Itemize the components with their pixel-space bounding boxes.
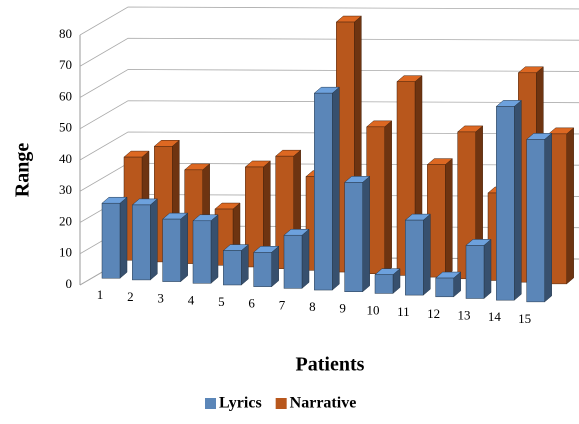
x-tick-label: 11 [397,304,410,319]
x-tick-label: 2 [127,289,134,304]
bar-side [566,127,574,285]
bar-side [150,198,158,281]
bar-side [271,245,279,288]
legend-label: Lyrics [219,395,262,412]
bar [344,182,363,292]
bar-side [301,228,310,289]
bar-side [119,196,128,279]
bar [283,234,303,289]
y-tick-label: 60 [59,88,72,103]
bar-side [483,238,492,300]
x-tick-label: 3 [157,291,164,306]
y-tick-label: 10 [59,245,72,260]
legend-label: Narrative [290,395,357,412]
y-tick-label: 80 [59,26,72,41]
bar [192,220,212,284]
legend: Lyrics Narrative [205,395,356,412]
bar [101,202,121,279]
bar-side [423,213,431,296]
legend-swatch [205,398,216,409]
x-tick-label: 9 [339,301,346,316]
bar-side [241,244,249,286]
grid-line [79,100,579,130]
x-tick-label: 1 [97,287,104,302]
legend-swatch [275,398,287,409]
bar [314,92,333,291]
x-tick-label: 13 [458,307,471,322]
x-axis-label: Patients [296,354,365,376]
bar [253,252,272,287]
grid-line [79,37,579,67]
bar [496,106,515,301]
bar [435,277,454,298]
grid-line [79,131,579,161]
y-tick-label: 0 [66,276,73,291]
y-tick-label: 40 [59,151,72,166]
bar [465,245,485,299]
bar-side [362,175,370,293]
bar-side [384,120,392,275]
bar [162,218,181,282]
bar-side [544,132,552,303]
bar-side [210,214,219,284]
bar-side [332,86,340,291]
bar [132,204,151,281]
bar [405,219,424,296]
grid-line [79,6,579,36]
y-tick-label: 20 [59,213,72,228]
x-tick-label: 15 [518,311,531,326]
y-axis-label: Range [12,143,34,198]
y-tick-label: 70 [59,57,72,72]
x-tick-label: 8 [309,299,316,314]
x-tick-label: 10 [367,302,380,317]
bar [374,274,394,294]
x-tick-label: 6 [248,296,255,311]
bar-side [445,158,453,278]
x-tick-label: 12 [427,306,440,321]
bar-side [180,212,188,283]
y-tick-label: 30 [59,182,72,197]
x-tick-label: 7 [279,297,286,312]
bar [223,250,242,286]
x-tick-label: 14 [488,309,502,324]
bar-side [514,99,522,301]
grid-line [79,69,579,98]
bar [526,139,545,303]
y-tick-label: 50 [59,120,72,135]
x-tick-label: 5 [218,294,225,309]
x-tick-label: 4 [188,292,195,307]
